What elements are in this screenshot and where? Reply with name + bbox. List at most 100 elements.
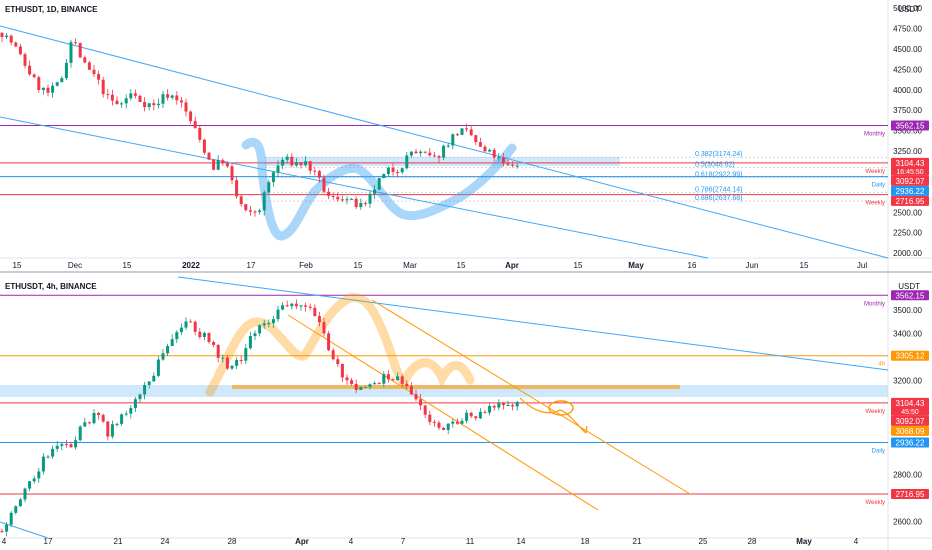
- candle-body: [322, 177, 326, 192]
- x-tick-label: 2022: [182, 261, 200, 270]
- candle-body: [60, 444, 64, 446]
- candle-body: [189, 321, 193, 323]
- candle-body: [506, 405, 510, 407]
- candle-body: [115, 100, 119, 105]
- candle-body: [409, 386, 413, 395]
- candle-body: [225, 163, 229, 167]
- candle-body: [37, 77, 41, 91]
- y-tick-label: 2250.00: [893, 229, 922, 238]
- candle-body: [405, 383, 409, 387]
- target-circle: [548, 400, 574, 416]
- x-tick-label: Apr: [505, 261, 519, 270]
- candle-body: [285, 156, 289, 160]
- candle-body: [258, 325, 262, 334]
- candle-body: [336, 196, 340, 200]
- candle-body: [442, 427, 446, 431]
- x-tick-label: 18: [581, 537, 590, 546]
- candle-body: [382, 173, 386, 178]
- y-tick-label: 3500.00: [893, 306, 922, 315]
- candle-body: [101, 414, 105, 422]
- price-label-badge: [891, 425, 929, 436]
- price-label-text: 3562.15: [896, 122, 925, 131]
- candle-body: [478, 142, 482, 147]
- trend-line: [0, 25, 889, 259]
- candle-body: [437, 155, 441, 158]
- y-tick-label: 3250.00: [893, 147, 922, 156]
- candle-body: [120, 414, 124, 424]
- price-label-badge: [891, 195, 929, 206]
- candle-body: [363, 386, 367, 388]
- candle-body: [110, 424, 114, 437]
- candle-body: [74, 440, 78, 448]
- candle-body: [267, 182, 271, 193]
- candle-body: [230, 166, 234, 181]
- x-tick-label: 11: [466, 537, 475, 546]
- level-tag: 4h: [878, 362, 885, 368]
- price-label-text: 3305.12: [896, 352, 925, 361]
- candle-body: [313, 307, 317, 316]
- candle-body: [437, 422, 441, 428]
- candle-body: [248, 336, 252, 349]
- price-label-text: 3104.43: [896, 159, 925, 168]
- candle-body: [14, 42, 18, 47]
- candle-body: [340, 363, 344, 378]
- candle-body: [465, 128, 469, 130]
- price-label-text: 2716.95: [896, 197, 925, 206]
- candle-body: [198, 127, 202, 140]
- candle-body: [161, 353, 165, 360]
- price-label-badge: [891, 489, 929, 500]
- candle-body: [18, 499, 22, 507]
- y-tick-label: 4750.00: [893, 25, 922, 34]
- candle-body: [419, 399, 423, 406]
- x-tick-label: May: [796, 537, 812, 546]
- price-label-badge: [891, 290, 929, 301]
- candle-body: [235, 360, 239, 366]
- currency-label: USDT: [898, 5, 920, 14]
- price-label-text: 2716.95: [896, 490, 925, 499]
- chart-title: ETHUSDT, 1D, BINANCE: [5, 5, 98, 14]
- level-tag: Monthly: [864, 132, 885, 138]
- candle-body: [511, 405, 515, 407]
- candle-body: [5, 35, 9, 38]
- candle-body: [474, 135, 478, 143]
- candle-body: [290, 303, 294, 307]
- candle-body: [253, 211, 257, 213]
- x-tick-label: 17: [247, 261, 256, 270]
- candle-body: [83, 422, 87, 427]
- candle-body: [32, 74, 36, 78]
- candle-body: [64, 444, 68, 446]
- candle-body: [41, 87, 45, 91]
- candle-body: [483, 146, 487, 152]
- candle-body: [396, 171, 400, 173]
- candle-body: [216, 344, 220, 358]
- candle-body: [138, 394, 142, 400]
- x-tick-label: 16: [688, 261, 697, 270]
- candle-body: [120, 103, 124, 105]
- candle-body: [294, 162, 298, 166]
- x-tick-label: 15: [354, 261, 363, 270]
- candle-body: [248, 210, 252, 212]
- candle-body: [147, 381, 151, 385]
- candle-body: [455, 134, 459, 136]
- candle-body: [83, 57, 87, 63]
- y-tick-label: 3500.00: [893, 127, 922, 136]
- candle-body: [74, 42, 78, 44]
- candle-body: [327, 191, 331, 196]
- candle-body: [69, 444, 73, 448]
- candle-body: [115, 423, 119, 425]
- candle-body: [304, 161, 308, 166]
- fib-level-label: 0.786(2744.14): [695, 186, 742, 193]
- candle-body: [60, 78, 64, 83]
- y-tick-label: 2000.00: [893, 249, 922, 258]
- candle-body: [133, 93, 137, 96]
- candle-body: [446, 423, 450, 431]
- candle-body: [92, 69, 96, 75]
- candle-body: [202, 139, 206, 153]
- candle-body: [405, 155, 409, 169]
- candle-body: [271, 172, 275, 183]
- level-tag: Weekly: [865, 201, 885, 207]
- x-tick-label: 25: [699, 537, 708, 546]
- level-tag: Weekly: [865, 500, 885, 506]
- candle-body: [170, 339, 174, 347]
